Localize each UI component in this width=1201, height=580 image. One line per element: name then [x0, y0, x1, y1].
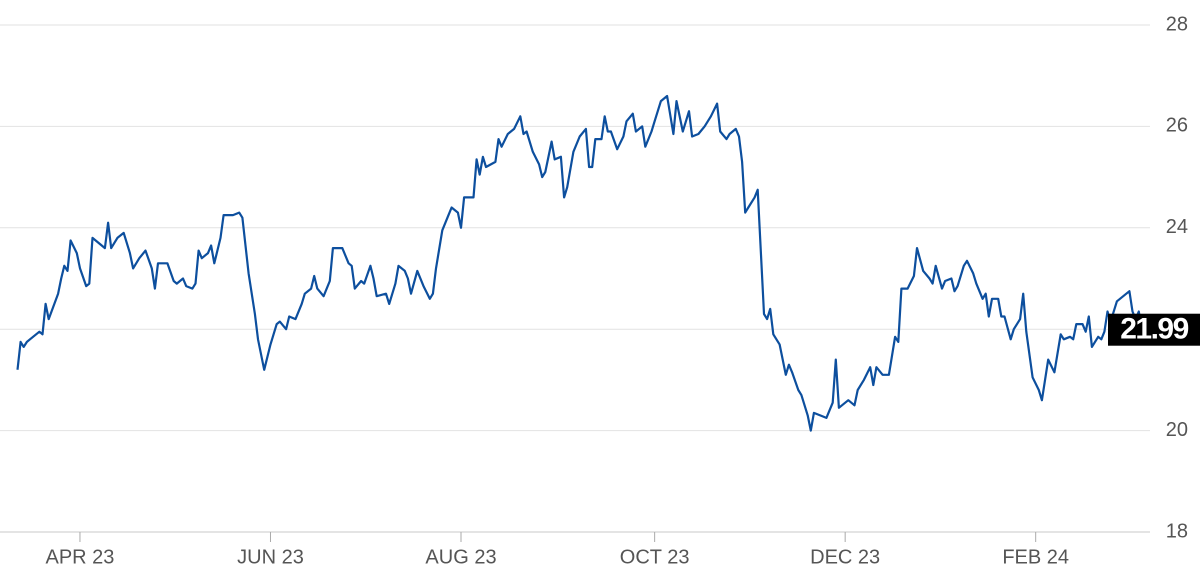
y-tick-label: 20 — [1166, 419, 1188, 441]
x-tick-label: APR 23 — [45, 546, 114, 568]
x-tick-label: OCT 23 — [620, 546, 690, 568]
last-value-label: 21.99 — [1120, 313, 1188, 346]
y-tick-label: 28 — [1166, 13, 1188, 35]
x-tick-label: DEC 23 — [810, 546, 880, 568]
y-tick-label: 24 — [1166, 216, 1188, 238]
y-tick-label: 18 — [1166, 520, 1188, 542]
y-tick-label: 26 — [1166, 115, 1188, 137]
last-value-badge — [1108, 313, 1200, 346]
x-tick-label: JUN 23 — [237, 546, 304, 568]
price-line — [16, 94, 1143, 432]
x-tick-label: AUG 23 — [425, 546, 496, 568]
x-tick-label: FEB 24 — [1002, 546, 1069, 568]
